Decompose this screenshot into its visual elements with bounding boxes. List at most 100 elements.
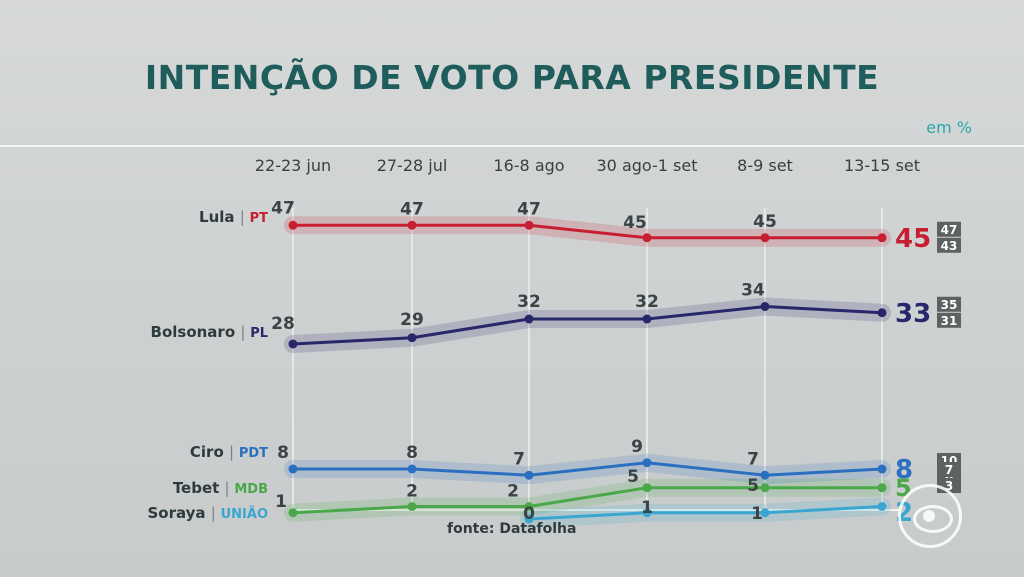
final-value-label: 33 (895, 299, 931, 329)
data-point (760, 233, 770, 243)
data-label: 47 (400, 199, 424, 219)
data-point (288, 220, 298, 230)
data-point (407, 333, 417, 343)
candidate-label: Bolsonaro | PL (151, 323, 268, 341)
data-point (407, 502, 417, 511)
range-box (937, 237, 961, 253)
data-point (760, 470, 770, 480)
data-label: 28 (271, 314, 295, 334)
data-point (760, 483, 770, 493)
candidate-name: Lula (199, 208, 240, 226)
data-point (642, 233, 652, 243)
data-point (877, 233, 887, 243)
data-label: 47 (271, 198, 295, 218)
data-label: 1 (275, 492, 287, 512)
separator: | (240, 323, 250, 341)
candidate-label: Lula | PT (199, 208, 268, 226)
range-label: 47 (941, 223, 958, 237)
range-label: 3 (945, 479, 953, 493)
data-label: 29 (400, 310, 424, 330)
data-point (524, 470, 534, 480)
data-label: 8 (406, 443, 418, 463)
data-point (877, 502, 887, 511)
data-point (288, 508, 298, 518)
data-point (642, 314, 652, 324)
data-point (288, 464, 298, 474)
party-name: PL (250, 326, 268, 341)
candidate-label: Ciro | PDT (190, 443, 268, 461)
candidate-name: Bolsonaro (151, 323, 241, 341)
series-line (291, 461, 884, 477)
party-name: UNIÃO (221, 506, 268, 522)
data-point (877, 464, 887, 474)
candidate-name: Tebet (173, 479, 225, 497)
data-point (524, 314, 534, 324)
unit-label: em % (926, 118, 972, 137)
data-point (642, 458, 652, 468)
data-label: 7 (513, 449, 525, 469)
party-name: MDB (234, 482, 268, 497)
data-point (407, 464, 417, 474)
x-tick-label: 16-8 ago (493, 156, 564, 175)
data-label: 32 (635, 292, 659, 312)
data-point (642, 483, 652, 493)
separator: | (240, 208, 250, 226)
data-point (877, 483, 887, 493)
data-label: 1 (641, 498, 653, 518)
x-tick-label: 27-28 jul (377, 156, 448, 175)
data-label: 9 (631, 437, 643, 457)
separator: | (229, 443, 239, 461)
data-label: 2 (507, 482, 519, 502)
x-tick-label: 13-15 set (844, 156, 920, 175)
data-point (288, 339, 298, 349)
data-label: 32 (517, 292, 541, 312)
range-label: 35 (941, 298, 958, 312)
final-value-label: 8 (895, 455, 913, 485)
data-point (642, 508, 652, 518)
data-label: 45 (753, 212, 777, 232)
range-label: 7 (945, 463, 953, 477)
range-label: 31 (941, 314, 958, 328)
data-point (877, 308, 887, 318)
x-tick-label: 30 ago-1 set (597, 156, 698, 175)
data-label: 7 (747, 449, 759, 469)
globo-logo-icon (898, 484, 962, 548)
data-label: 8 (277, 443, 289, 463)
series-line (291, 223, 884, 240)
final-value-label: 45 (895, 224, 931, 254)
data-label: 1 (751, 504, 763, 524)
series-line (291, 305, 884, 346)
data-point (524, 220, 534, 230)
party-name: PT (250, 211, 269, 226)
data-label: 34 (741, 281, 765, 301)
range-box (937, 221, 961, 237)
source-note: fonte: Datafolha (447, 521, 576, 537)
series-line (527, 505, 884, 521)
data-point (524, 514, 534, 524)
range-label: 43 (941, 239, 958, 253)
candidate-label: Tebet | MDB (173, 479, 268, 497)
data-label: 5 (627, 467, 639, 487)
separator: | (225, 479, 235, 497)
x-tick-label: 8-9 set (737, 156, 793, 175)
data-label: 0 (523, 504, 535, 524)
data-point (760, 302, 770, 311)
series-line (291, 486, 884, 515)
data-point (760, 508, 770, 518)
separator: | (211, 504, 221, 522)
title-divider (0, 145, 1024, 147)
range-box (937, 296, 961, 312)
data-point (407, 220, 417, 230)
data-label: 45 (623, 213, 647, 233)
candidate-name: Soraya (147, 504, 210, 522)
range-box (937, 312, 961, 328)
range-box (937, 462, 961, 477)
x-tick-label: 22-23 jun (255, 156, 331, 175)
data-label: 2 (406, 482, 418, 502)
party-name: PDT (239, 446, 268, 461)
data-label: 47 (517, 199, 541, 219)
chart-title: INTENÇÃO DE VOTO PARA PRESIDENTE (144, 58, 880, 97)
candidate-label: Soraya | UNIÃO (147, 504, 268, 522)
data-point (524, 502, 534, 511)
